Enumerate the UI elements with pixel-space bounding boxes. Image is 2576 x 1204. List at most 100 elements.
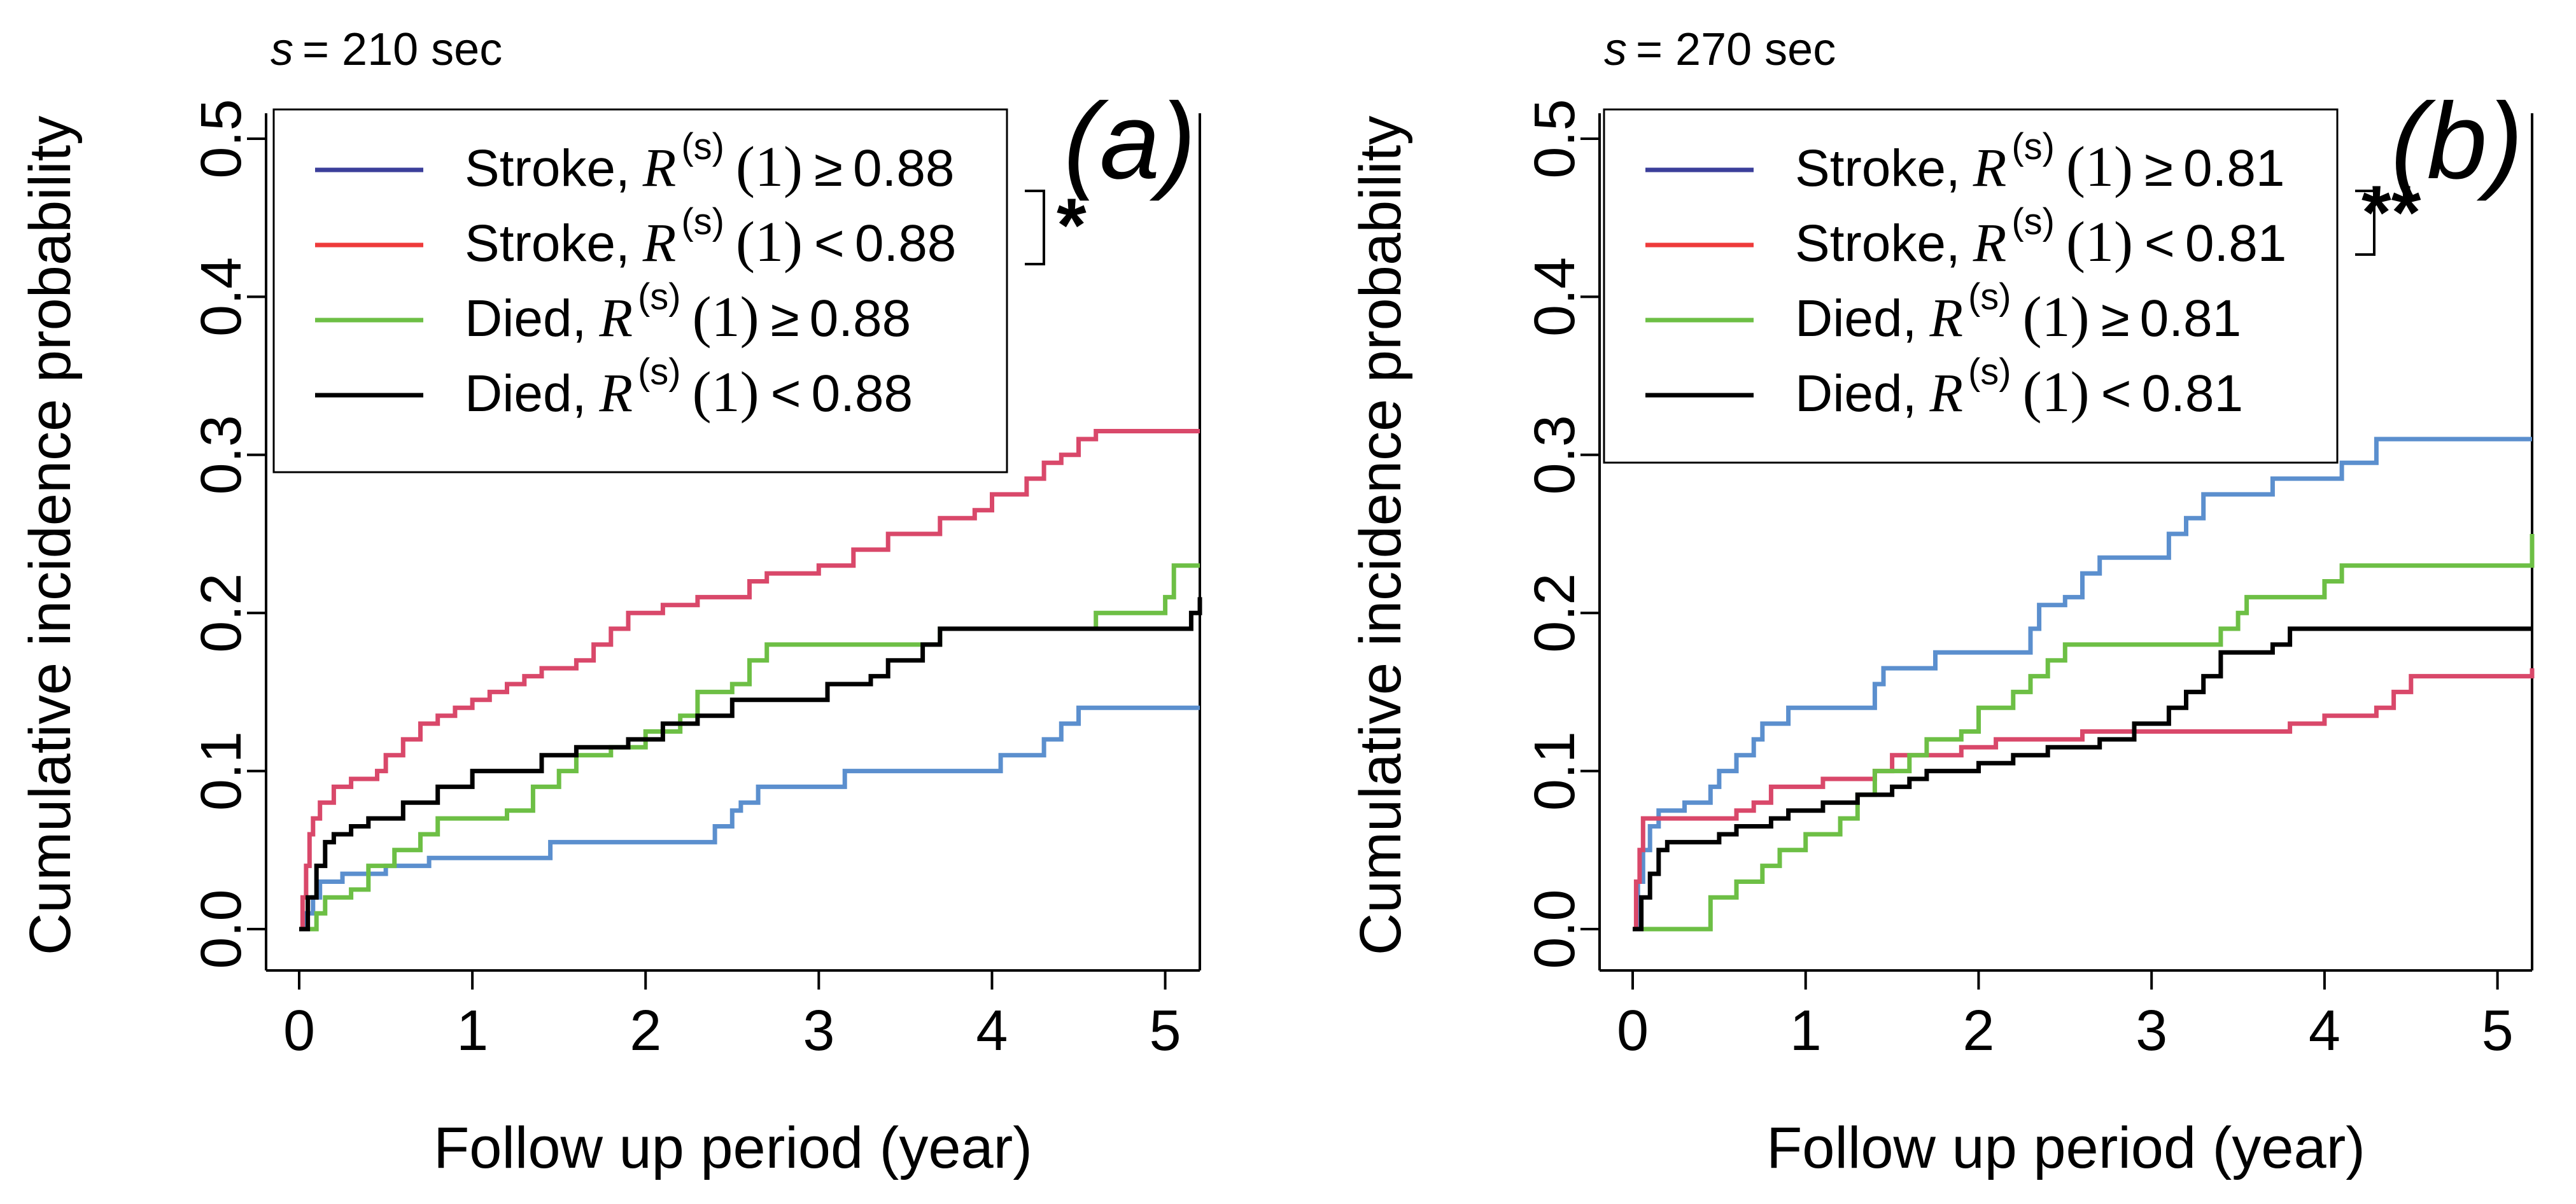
x-tick-label: 0 [1617,999,1649,1063]
legend-r-symbol: R [1929,362,1963,423]
legend-argument: (1) [736,136,803,199]
legend-threshold: 0.81 [2141,365,2243,423]
significance-bracket [2355,190,2375,256]
x-tick-label: 1 [1790,999,1822,1063]
legend-operator: < [771,365,801,423]
y-tick-label: 0.3 [190,415,253,494]
legend-entry-3: Died, R (s) (1) <0.88 [465,351,913,424]
series-line-3 [299,597,1202,932]
y-tick-label: 0.1 [190,731,253,811]
x-axis-title: Follow up period (year) [433,1116,1032,1180]
series-line-1 [1633,668,2535,932]
y-tick-label: 0.1 [1523,731,1587,811]
legend-group: Died, [465,365,586,423]
legend-group: Died, [1795,290,1917,347]
x-tick-label: 4 [976,999,1008,1063]
s-symbol: s [1604,24,1627,75]
legend-argument: (1) [693,361,759,424]
legend-r-symbol: R [1973,137,2007,198]
y-tick-label: 0.3 [1523,415,1587,494]
x-tick-label: 2 [630,999,661,1063]
series-line-1 [299,429,1200,932]
legend-threshold: 0.81 [2183,139,2285,197]
legend-superscript: (s) [681,201,724,242]
legend-threshold: 0.81 [2185,214,2287,272]
legend-superscript: (s) [638,276,681,318]
legend-argument: (1) [736,211,803,274]
legend-group: Stroke, [465,139,630,197]
x-tick-label: 5 [1150,999,1181,1063]
legend-operator: < [814,214,845,272]
legend-threshold: 0.88 [853,139,955,197]
y-tick-label: 0.5 [190,99,253,178]
y-axis-title: Cumulative incidence probability [18,116,83,955]
significance-bracket [1025,190,1045,265]
x-tick-label: 4 [2309,999,2340,1063]
legend-entry-1: Stroke, R (s) (1) <0.81 [1795,201,2286,274]
y-tick-label: 0.5 [1523,99,1587,178]
legend-r-symbol: R [1973,212,2007,273]
y-axis-title: Cumulative incidence probability [1348,116,1413,955]
legend-superscript: (s) [2011,126,2055,167]
legend-entry-3: Died, R (s) (1) <0.81 [1795,351,2243,424]
legend-group: Stroke, [1795,214,1960,272]
x-tick-label: 2 [1962,999,1994,1063]
legend-operator: ≥ [2144,139,2173,197]
chart-panel-a: 0.0 0.1 0.2 0.3 0.4 0.5 0 1 2 3 4 5 Cumulative incid… [18,24,1202,1180]
legend-superscript: (s) [638,351,681,393]
legend-threshold: 0.81 [2140,290,2242,347]
legend-threshold: 0.88 [810,290,911,347]
legend-r-symbol: R [1929,287,1963,348]
y-tick-label: 0.0 [190,889,253,969]
s-window-label: s = 270 sec [1604,24,1836,75]
panel-label: (a) [1064,81,1196,202]
legend-threshold: 0.88 [855,214,957,272]
legend-argument: (1) [693,286,759,349]
s-value: = 210 sec [302,24,502,75]
x-tick-label: 3 [2136,999,2167,1063]
chart-panel-b: 0.0 0.1 0.2 0.3 0.4 0.5 0 1 2 3 4 5 Cumulative incid… [1348,24,2535,1180]
s-window-label: s = 210 sec [271,24,502,75]
series-line-2 [1633,534,2535,932]
legend-threshold: 0.88 [811,365,913,423]
legend-superscript: (s) [1968,276,2011,318]
legend-group: Died, [1795,365,1917,423]
legend-operator: < [2101,365,2132,423]
legend-group: Stroke, [1795,139,1960,197]
s-value: = 270 sec [1636,24,1836,75]
legend-operator: ≥ [2101,290,2130,347]
y-tick-label: 0.4 [1523,257,1587,337]
series-line-0 [1633,437,2532,932]
legend-entry-1: Stroke, R (s) (1) <0.88 [465,201,956,274]
legend-entry-2: Died, R (s) (1) ≥0.81 [1795,276,2241,349]
x-tick-label: 5 [2482,999,2514,1063]
y-tick-label: 0.4 [190,257,253,337]
legend-operator: ≥ [814,139,843,197]
panel-label: (b) [2391,81,2523,202]
legend-group: Stroke, [465,214,630,272]
y-tick-label: 0.0 [1523,889,1587,969]
legend-entry-2: Died, R (s) (1) ≥0.88 [465,276,911,349]
x-tick-label: 3 [803,999,834,1063]
y-tick-label: 0.2 [190,573,253,653]
legend-superscript: (s) [681,126,724,167]
x-axis-title: Follow up period (year) [1766,1116,2365,1180]
legend-entry-0: Stroke, R (s) (1) ≥0.81 [1795,126,2285,199]
legend-r-symbol: R [598,362,633,423]
legend-entry-0: Stroke, R (s) (1) ≥0.88 [465,126,955,199]
legend-r-symbol: R [642,212,677,273]
legend-argument: (1) [2023,361,2090,424]
legend-argument: (1) [2023,286,2090,349]
series-line-3 [1633,626,2532,932]
legend-superscript: (s) [1968,351,2011,393]
x-tick-label: 1 [456,999,488,1063]
legend-operator: ≥ [771,290,799,347]
x-tick-label: 0 [283,999,315,1063]
s-symbol: s [271,24,293,75]
legend-argument: (1) [2066,211,2133,274]
significance-marker: ** [2361,170,2421,255]
legend-group: Died, [465,290,586,347]
legend-r-symbol: R [642,137,677,198]
y-tick-label: 0.2 [1523,573,1587,653]
